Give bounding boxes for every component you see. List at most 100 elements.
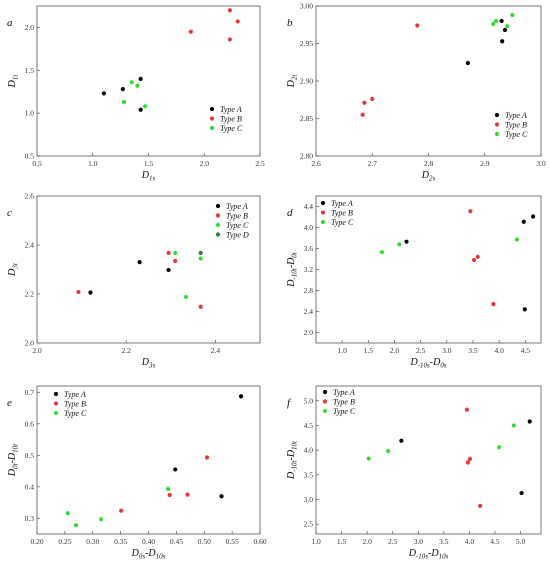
data-point (502, 27, 508, 33)
data-point (129, 80, 134, 85)
data-point (379, 250, 385, 255)
plot-frame (315, 385, 542, 535)
data-point (235, 19, 240, 24)
x-axis-label: D1s​ (141, 170, 156, 183)
legend-label: Type A (505, 111, 527, 120)
data-point (514, 237, 520, 242)
y-axis-label: D0t​-D10t​ (7, 443, 20, 477)
data-point (198, 250, 203, 255)
y-tick-label: 2.0 (25, 23, 35, 32)
y-tick-label: 2.95 (300, 39, 313, 48)
x-tick-label: 3.0 (414, 537, 424, 546)
legend-label: Type A (226, 202, 248, 211)
y-tick-label: 0.7 (25, 388, 35, 397)
series-type-c (173, 250, 203, 300)
y-tick-label: 4.4 (304, 202, 314, 211)
y-tick-label: 2.0 (25, 339, 35, 348)
data-point (510, 12, 515, 18)
legend-label: Type B (505, 120, 527, 129)
data-point (519, 490, 524, 496)
legend-label: Type B (333, 397, 355, 406)
x-tick-label: 2.0 (32, 346, 42, 355)
data-point (166, 250, 171, 255)
x-tick-label: 1.5 (364, 346, 374, 355)
series-type-a (101, 76, 143, 112)
legend-marker (322, 408, 328, 414)
data-point (198, 304, 203, 309)
data-point (165, 486, 171, 492)
data-point (227, 37, 232, 42)
data-point (465, 460, 470, 465)
data-point (464, 407, 469, 412)
data-point (120, 87, 125, 92)
legend-marker (215, 222, 221, 228)
series-type-d (198, 250, 203, 255)
x-tick-label: 2.0 (200, 159, 210, 168)
data-point (173, 250, 178, 255)
y-tick-label: 0.5 (25, 451, 35, 460)
legend-label: Type C (333, 407, 356, 416)
x-axis-label: D2s​ (421, 170, 436, 183)
data-point (138, 76, 143, 81)
y-tick-label: 0.5 (25, 152, 35, 161)
series-type-a (399, 419, 532, 496)
y-tick-label: 0.3 (25, 514, 35, 523)
legend-label: Type D (226, 230, 249, 239)
data-point (185, 492, 190, 497)
data-point (415, 23, 420, 28)
series-type-c (121, 80, 148, 109)
x-tick-label: 2.5 (388, 537, 398, 546)
y-tick-label: 2.6 (25, 192, 35, 201)
x-tick-label: 2.2 (122, 346, 132, 355)
data-point (99, 517, 104, 522)
series-type-b (468, 209, 496, 307)
data-point (478, 503, 483, 508)
x-tick-label: 3.0 (536, 159, 546, 168)
legend-marker (209, 125, 215, 131)
plot-frame (36, 5, 261, 157)
legend-label: Type C (64, 409, 87, 418)
series-type-a (173, 394, 244, 499)
data-point (491, 302, 496, 307)
data-point (496, 445, 502, 450)
y-tick-label: 2.8 (304, 286, 314, 295)
legend-label: Type B (226, 211, 248, 220)
x-tick-label: 1.0 (337, 346, 347, 355)
data-point (491, 21, 496, 27)
y-tick-label: 2.5 (304, 520, 314, 529)
x-axis-label: D0s​-D10s​ (131, 548, 166, 561)
chart-panel-b: 2.6 2.7 2.8 2.9 3.0 2.80 2.85 2.90 2.95 3.00 b D2s​… (286, 2, 546, 183)
data-point (499, 18, 504, 24)
legend-marker (215, 232, 221, 237)
data-point (527, 419, 532, 424)
x-tick-label: 1.0 (88, 159, 98, 168)
x-tick-label: 0.60 (253, 537, 266, 546)
y-tick-label: 4.0 (304, 446, 314, 455)
x-tick-label: 0.20 (30, 537, 43, 546)
x-axis-label: D-10s​-D10s​ (408, 548, 449, 561)
x-tick-label: 0.55 (226, 537, 239, 546)
y-tick-label: 2.80 (300, 152, 313, 161)
series-type-a (465, 18, 508, 66)
y-axis-label: D-10t​-D0t​ (286, 251, 299, 288)
data-point (360, 112, 365, 117)
panel-label: f (287, 397, 292, 409)
legend-marker (320, 219, 326, 225)
series-type-b (464, 407, 483, 508)
series-type-c (491, 12, 515, 29)
x-tick-label: 2.0 (390, 346, 400, 355)
panel-label: b (287, 17, 293, 29)
x-tick-label: 1.5 (144, 159, 154, 168)
data-point (183, 294, 189, 300)
data-point (119, 508, 124, 513)
y-axis-label: D-10t​-D10t​ (286, 440, 299, 480)
data-point (88, 290, 93, 295)
plot-frame (36, 195, 261, 344)
x-tick-label: 0.50 (198, 537, 211, 546)
x-tick-label: 2.5 (255, 159, 265, 168)
data-point (404, 239, 409, 244)
chart-panel-e: 0.20 0.25 0.30 0.35 0.40 0.45 0.50 0.55 0.60 0.3 0… (7, 385, 267, 561)
y-tick-label: 3.00 (300, 2, 313, 11)
